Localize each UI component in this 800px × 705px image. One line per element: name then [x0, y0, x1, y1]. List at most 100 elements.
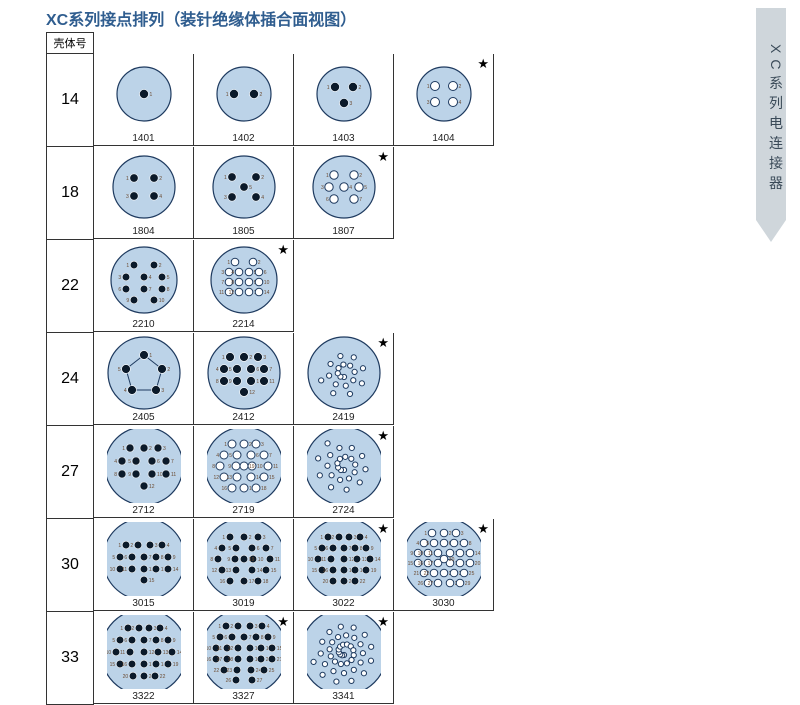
svg-text:1: 1	[326, 173, 329, 179]
svg-text:9: 9	[370, 546, 373, 552]
connector-1402: 121402	[194, 54, 294, 146]
svg-text:2: 2	[158, 263, 161, 269]
connector-1404: 12341404★	[394, 54, 494, 146]
shell-label: 14	[46, 54, 94, 147]
svg-text:7: 7	[269, 367, 272, 373]
svg-text:20: 20	[322, 579, 328, 585]
svg-text:2: 2	[249, 442, 252, 448]
svg-text:14: 14	[263, 290, 269, 296]
svg-text:1: 1	[149, 92, 152, 98]
svg-text:3: 3	[261, 442, 264, 448]
star-icon: ★	[377, 428, 389, 444]
svg-text:4: 4	[159, 194, 162, 200]
svg-text:8: 8	[468, 541, 471, 547]
svg-text:11: 11	[119, 650, 124, 656]
svg-text:14: 14	[474, 551, 480, 557]
svg-text:1: 1	[222, 535, 225, 541]
svg-text:10: 10	[107, 650, 111, 656]
connector-3327: 1234567891011121314151617181920212223242…	[194, 612, 294, 704]
connector-2419: 2419★	[294, 333, 394, 425]
svg-text:4: 4	[148, 275, 151, 281]
svg-text:21: 21	[276, 657, 280, 663]
svg-text:2: 2	[230, 624, 233, 630]
svg-text:5: 5	[314, 546, 317, 552]
svg-text:10: 10	[307, 557, 313, 563]
connector-3019: 123456789101112131415161718193019	[194, 519, 294, 611]
svg-text:3: 3	[349, 101, 352, 107]
svg-text:8: 8	[215, 379, 218, 385]
connector-3341: 3341★	[294, 612, 394, 704]
svg-text:16: 16	[207, 657, 211, 663]
svg-text:5: 5	[117, 367, 120, 373]
svg-text:2: 2	[261, 175, 264, 181]
svg-text:7: 7	[269, 453, 272, 459]
svg-text:4: 4	[416, 541, 419, 547]
svg-text:2: 2	[159, 176, 162, 182]
svg-text:30: 30	[448, 557, 454, 563]
connector-code: 2712	[94, 505, 193, 516]
svg-text:1: 1	[126, 176, 129, 182]
svg-text:3: 3	[263, 355, 266, 361]
shell-label: 18	[46, 147, 94, 240]
star-icon: ★	[277, 614, 289, 630]
svg-text:12: 12	[211, 568, 217, 574]
connector-code: 2719	[194, 505, 293, 516]
star-icon: ★	[377, 521, 389, 537]
connector-code: 2724	[294, 505, 393, 516]
shell-label: 33	[46, 612, 94, 705]
svg-text:5: 5	[112, 555, 115, 561]
svg-text:7: 7	[270, 546, 273, 552]
svg-text:12: 12	[249, 390, 255, 396]
svg-text:1: 1	[122, 446, 125, 452]
svg-text:7: 7	[221, 280, 224, 286]
svg-text:4: 4	[266, 624, 269, 630]
svg-text:1: 1	[118, 543, 121, 549]
svg-text:13: 13	[162, 650, 168, 656]
svg-text:11: 11	[218, 290, 223, 296]
svg-text:22: 22	[359, 579, 365, 585]
svg-text:1: 1	[426, 84, 429, 90]
svg-text:6: 6	[124, 638, 127, 644]
svg-text:3: 3	[163, 446, 166, 452]
svg-text:3: 3	[262, 535, 265, 541]
connector-1401: 1 1401	[94, 54, 194, 146]
svg-text:3: 3	[254, 624, 257, 630]
svg-text:19: 19	[248, 557, 254, 563]
star-icon: ★	[377, 614, 389, 630]
svg-text:1: 1	[320, 535, 323, 541]
svg-text:10: 10	[263, 280, 269, 286]
svg-text:1: 1	[126, 263, 129, 269]
svg-text:19: 19	[172, 662, 178, 668]
svg-text:18: 18	[261, 486, 267, 492]
svg-text:10: 10	[417, 551, 423, 557]
svg-text:5: 5	[228, 546, 231, 552]
svg-text:2: 2	[131, 626, 134, 632]
connector-2210: 123456789102210	[94, 240, 194, 332]
svg-text:9: 9	[228, 464, 231, 470]
svg-text:3: 3	[426, 100, 429, 106]
svg-text:18: 18	[227, 657, 233, 663]
svg-text:1: 1	[225, 92, 228, 98]
svg-text:5: 5	[112, 638, 115, 644]
svg-text:16: 16	[322, 568, 328, 574]
connector-2405: 123452405	[94, 333, 194, 425]
svg-text:2: 2	[448, 531, 451, 537]
svg-text:15: 15	[270, 568, 276, 574]
svg-text:12: 12	[148, 650, 154, 656]
svg-text:10: 10	[207, 646, 211, 652]
svg-text:9: 9	[410, 551, 413, 557]
svg-text:10: 10	[158, 298, 164, 304]
svg-text:8: 8	[231, 280, 234, 286]
connector-2214: 12345678910111213142214★	[194, 240, 294, 332]
shell-label: 22	[46, 240, 94, 333]
svg-text:16: 16	[219, 579, 225, 585]
star-icon: ★	[477, 56, 489, 72]
svg-text:11: 11	[171, 472, 176, 478]
shell-header: 壳体号	[46, 32, 94, 54]
svg-text:10: 10	[257, 464, 263, 470]
svg-text:2: 2	[257, 260, 260, 266]
svg-text:5: 5	[128, 459, 131, 465]
connector-code: 2412	[194, 412, 293, 423]
connector-code: 1401	[94, 133, 193, 144]
svg-text:9: 9	[126, 298, 129, 304]
